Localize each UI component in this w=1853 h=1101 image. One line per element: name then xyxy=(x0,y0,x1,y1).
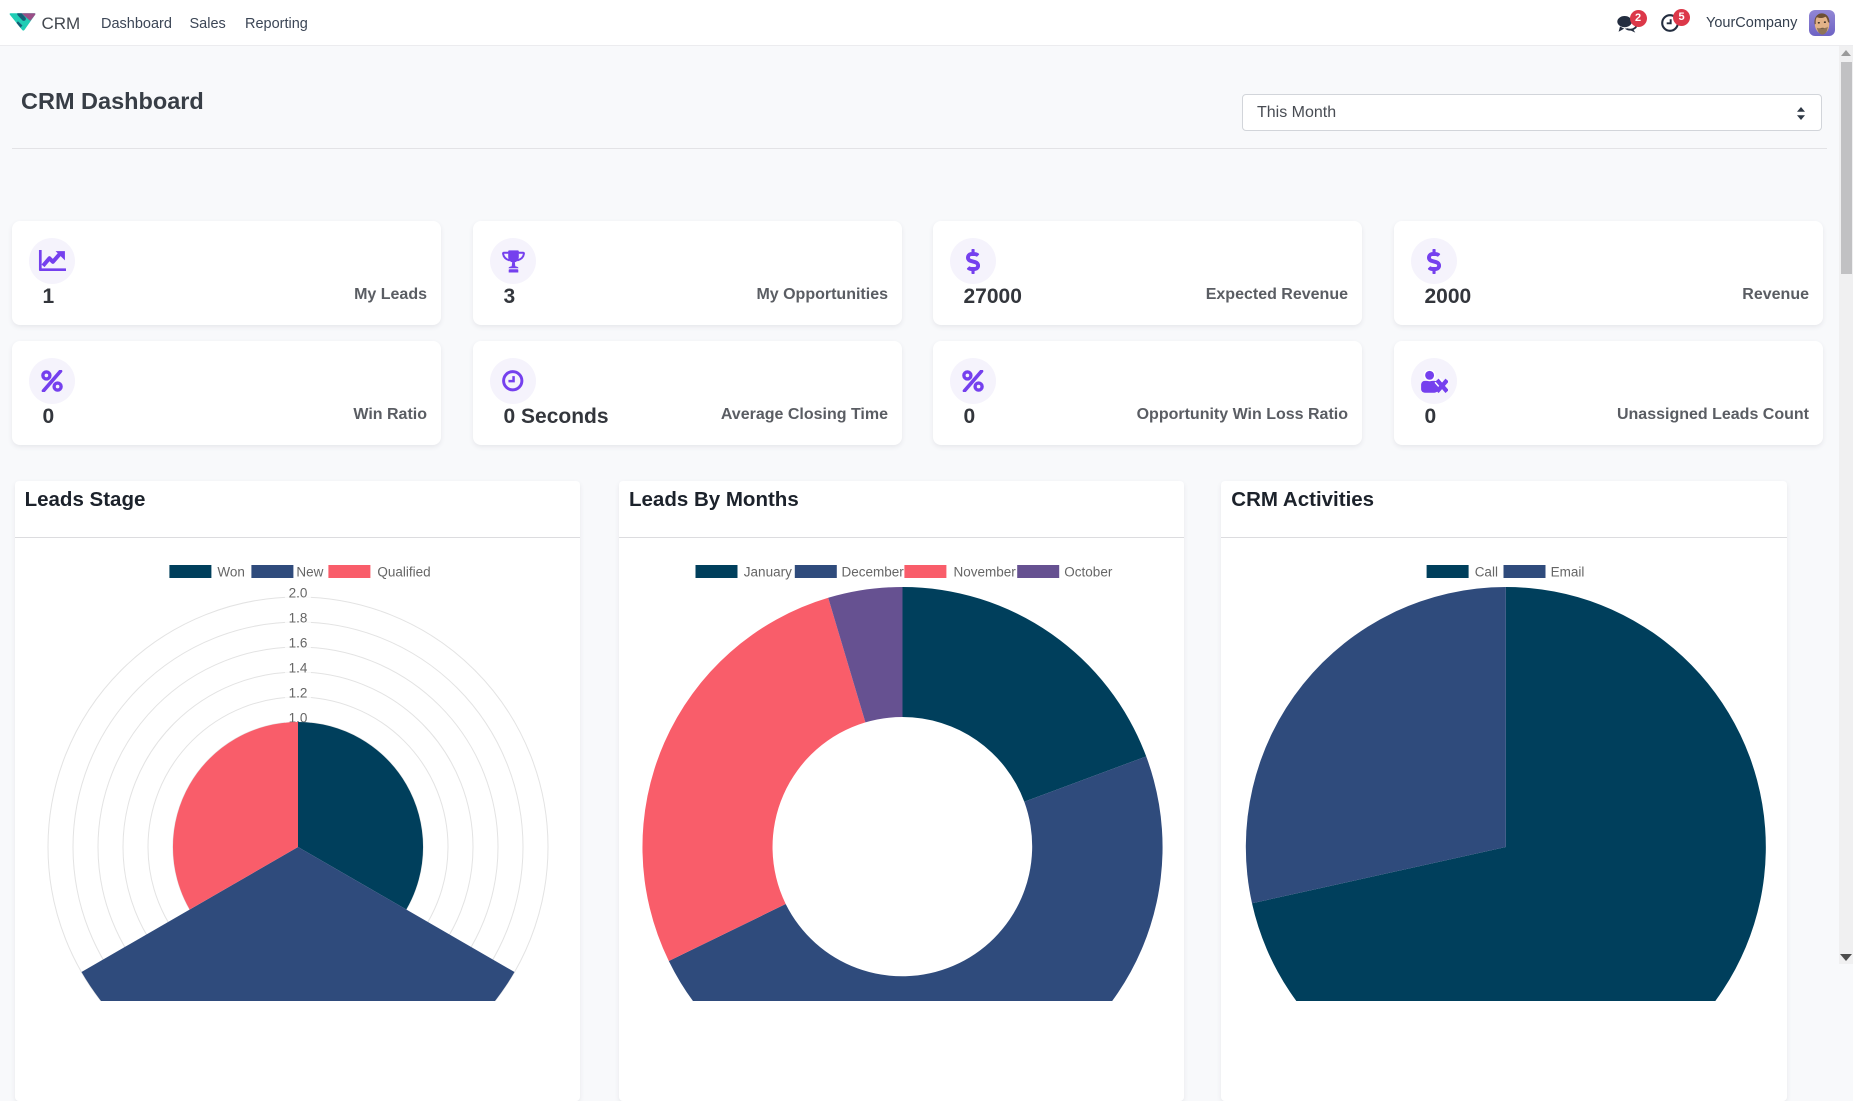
svg-text:1.8: 1.8 xyxy=(288,611,307,626)
svg-text:January: January xyxy=(744,564,792,579)
svg-text:October: October xyxy=(1064,564,1113,579)
svg-text:2.0: 2.0 xyxy=(288,586,307,601)
svg-text:Email: Email xyxy=(1551,564,1585,579)
svg-text:Qualified: Qualified xyxy=(377,564,430,579)
svg-text:Call: Call xyxy=(1475,564,1498,579)
svg-text:1.2: 1.2 xyxy=(288,686,307,701)
svg-text:Won: Won xyxy=(217,564,245,579)
svg-text:December: December xyxy=(842,564,905,579)
svg-text:New: New xyxy=(296,564,323,579)
svg-text:1.6: 1.6 xyxy=(288,636,307,651)
svg-text:1.0: 1.0 xyxy=(288,711,307,726)
svg-text:1.4: 1.4 xyxy=(288,661,307,676)
svg-text:November: November xyxy=(954,564,1017,579)
